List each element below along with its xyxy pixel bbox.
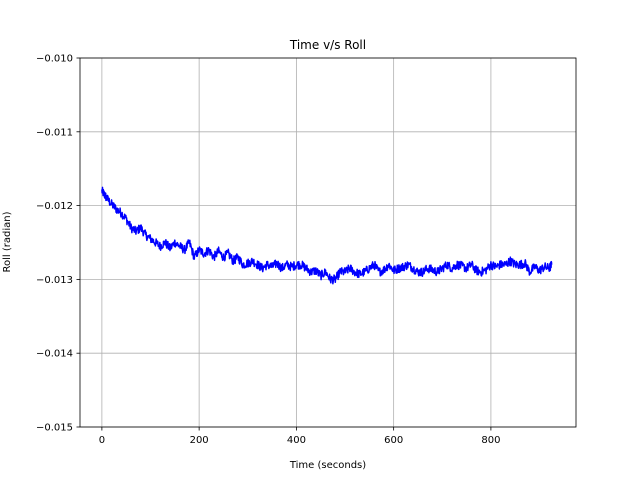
y-tick-label: −0.014 [36, 349, 73, 360]
series-line [101, 186, 553, 285]
series-layer [101, 186, 553, 285]
y-tick-label: −0.013 [36, 275, 73, 286]
x-tick-label: 400 [287, 435, 306, 446]
y-tick-label: −0.015 [36, 423, 73, 434]
x-axis-label: Time (seconds) [289, 460, 366, 471]
y-axis: −0.015 −0.014 −0.013 −0.012 −0.011 −0.010 [36, 54, 80, 434]
x-tick-label: 600 [384, 435, 403, 446]
plot-frame [79, 57, 577, 428]
x-axis: 0 200 400 600 800 [99, 427, 500, 446]
chart-title: Time v/s Roll [289, 38, 366, 52]
x-tick-label: 200 [190, 435, 209, 446]
y-tick-label: −0.012 [36, 201, 73, 212]
x-tick-label: 800 [481, 435, 500, 446]
y-tick-label: −0.010 [36, 54, 73, 65]
y-axis-label: Roll (radian) [2, 211, 13, 272]
y-tick-label: −0.011 [36, 127, 73, 138]
x-tick-label: 0 [99, 435, 105, 446]
